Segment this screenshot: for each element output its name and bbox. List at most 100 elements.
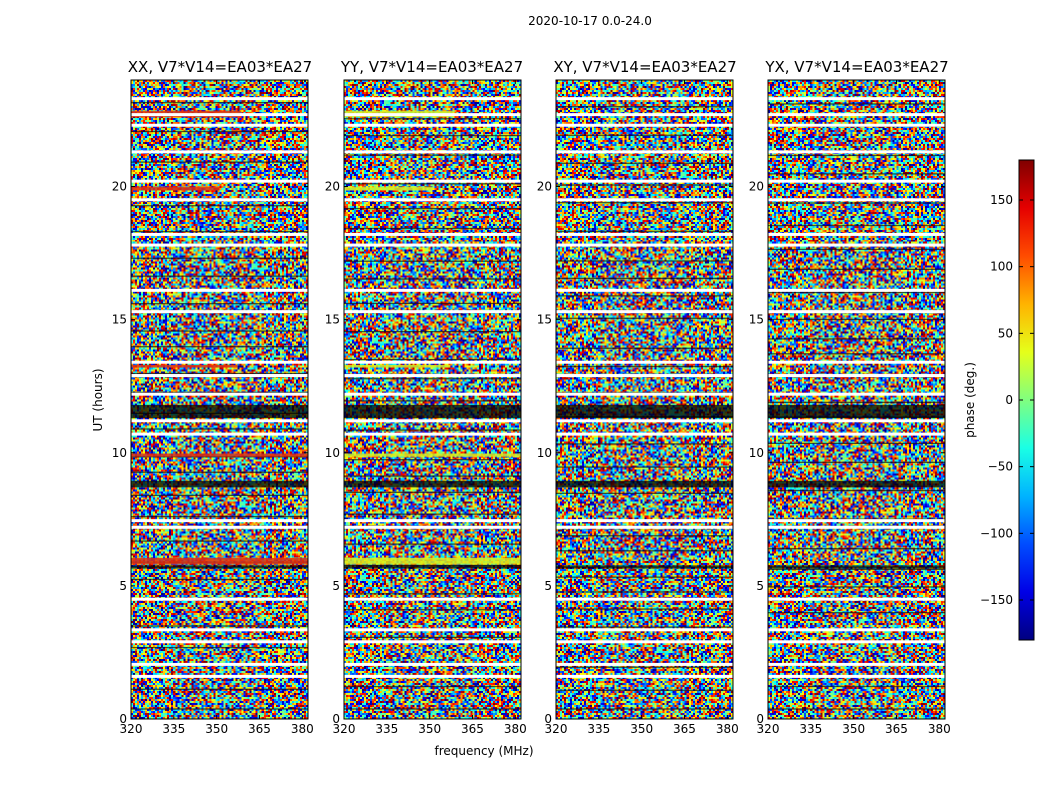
- dark-band: [768, 202, 945, 204]
- flagged-row: [131, 243, 308, 247]
- phase-band: [344, 364, 451, 368]
- dark-band: [556, 230, 733, 233]
- flagged-row: [556, 232, 733, 236]
- dark-band: [344, 358, 521, 361]
- flagged-row: [768, 640, 945, 644]
- flagged-row: [768, 674, 945, 678]
- x-tick-label: 380: [928, 722, 951, 736]
- flagged-row: [556, 597, 733, 601]
- panel-title-xy: XY, V7*V14=EA03*EA27: [553, 58, 737, 76]
- y-axis-label: UT (hours): [91, 368, 105, 431]
- flagged-row: [131, 674, 308, 678]
- dark-band: [556, 565, 733, 569]
- dark-band: [556, 317, 733, 319]
- flagged-row: [131, 123, 308, 127]
- dark-band: [344, 685, 521, 688]
- dark-band: [768, 480, 945, 488]
- flagged-row: [768, 310, 945, 314]
- colorbar-label: phase (deg.): [963, 362, 977, 438]
- flagged-row: [344, 525, 521, 529]
- dark-band: [131, 330, 308, 332]
- y-tick-label: 20: [325, 180, 340, 194]
- panel-title-yy: YY, V7*V14=EA03*EA27: [340, 58, 524, 76]
- x-tick-label: 350: [842, 722, 865, 736]
- dark-band: [556, 365, 733, 368]
- x-tick-label: 380: [716, 722, 739, 736]
- y-tick-label: 0: [119, 712, 127, 726]
- dark-band: [131, 161, 308, 163]
- dark-band: [768, 338, 945, 340]
- flagged-row: [344, 662, 521, 666]
- flagged-row: [131, 432, 308, 436]
- phase-band: [344, 557, 521, 565]
- flagged-row: [344, 113, 521, 117]
- flagged-row: [131, 640, 308, 644]
- flagged-row: [768, 243, 945, 247]
- dark-band: [556, 666, 733, 668]
- flagged-row: [344, 392, 521, 396]
- flagged-row: [556, 113, 733, 117]
- dark-band: [556, 608, 733, 610]
- x-tick-label: 320: [333, 722, 356, 736]
- dark-band: [344, 400, 521, 402]
- x-tick-label: 320: [120, 722, 143, 736]
- y-tick-label: 10: [325, 446, 340, 460]
- panel-yy: 320 335 350 365 380 0 5 10 15 20: [325, 79, 527, 736]
- dark-band: [344, 154, 521, 156]
- flagged-row: [768, 232, 945, 236]
- flagged-row: [131, 198, 308, 202]
- dark-band: [768, 461, 945, 463]
- dark-band: [768, 586, 945, 588]
- flagged-row: [556, 97, 733, 101]
- flagged-row: [344, 232, 521, 236]
- y-tick-label: 5: [332, 579, 340, 593]
- flagged-row: [344, 360, 521, 364]
- dark-band: [768, 318, 945, 321]
- panel-xx: 320 335 350 365 380 0 5 10 15 20: [112, 79, 314, 736]
- flagged-row: [344, 597, 521, 601]
- dark-band: [131, 205, 308, 207]
- flagged-row: [344, 432, 521, 436]
- phase-band: [131, 186, 220, 191]
- flagged-row: [556, 243, 733, 247]
- dark-band: [768, 353, 945, 355]
- flagged-row: [556, 640, 733, 644]
- phase-image: [556, 80, 733, 719]
- flagged-row: [768, 519, 945, 523]
- dark-band: [344, 609, 521, 611]
- dark-band: [556, 295, 733, 297]
- flagged-row: [131, 597, 308, 601]
- flagged-row: [768, 419, 945, 423]
- flagged-row: [344, 640, 521, 644]
- y-tick-label: 5: [119, 579, 127, 593]
- phase-image: [344, 80, 521, 719]
- dark-band: [556, 466, 733, 468]
- flagged-row: [556, 179, 733, 183]
- dark-band: [131, 130, 308, 133]
- phase-band: [344, 186, 433, 191]
- dark-band: [556, 202, 733, 204]
- dark-band: [556, 277, 733, 280]
- dark-band: [344, 227, 521, 230]
- flagged-row: [768, 597, 945, 601]
- flagged-row: [344, 123, 521, 127]
- x-tick-label: 320: [757, 722, 780, 736]
- dark-band: [556, 184, 733, 186]
- dark-band: [131, 230, 308, 233]
- dark-band: [131, 372, 308, 375]
- dark-band: [768, 103, 945, 105]
- dark-band: [344, 302, 521, 305]
- dark-band: [131, 275, 308, 277]
- dark-band: [768, 708, 945, 710]
- flagged-row: [131, 662, 308, 666]
- dark-band: [556, 591, 733, 593]
- flagged-row: [344, 150, 521, 154]
- flagged-row: [556, 662, 733, 666]
- panel-frame: [555, 79, 734, 720]
- flagged-row: [768, 113, 945, 117]
- x-tick-label: 380: [291, 722, 314, 736]
- panel-title-yx: YX, V7*V14=EA03*EA27: [765, 58, 949, 76]
- flagged-row: [344, 198, 521, 202]
- dark-band: [131, 391, 308, 394]
